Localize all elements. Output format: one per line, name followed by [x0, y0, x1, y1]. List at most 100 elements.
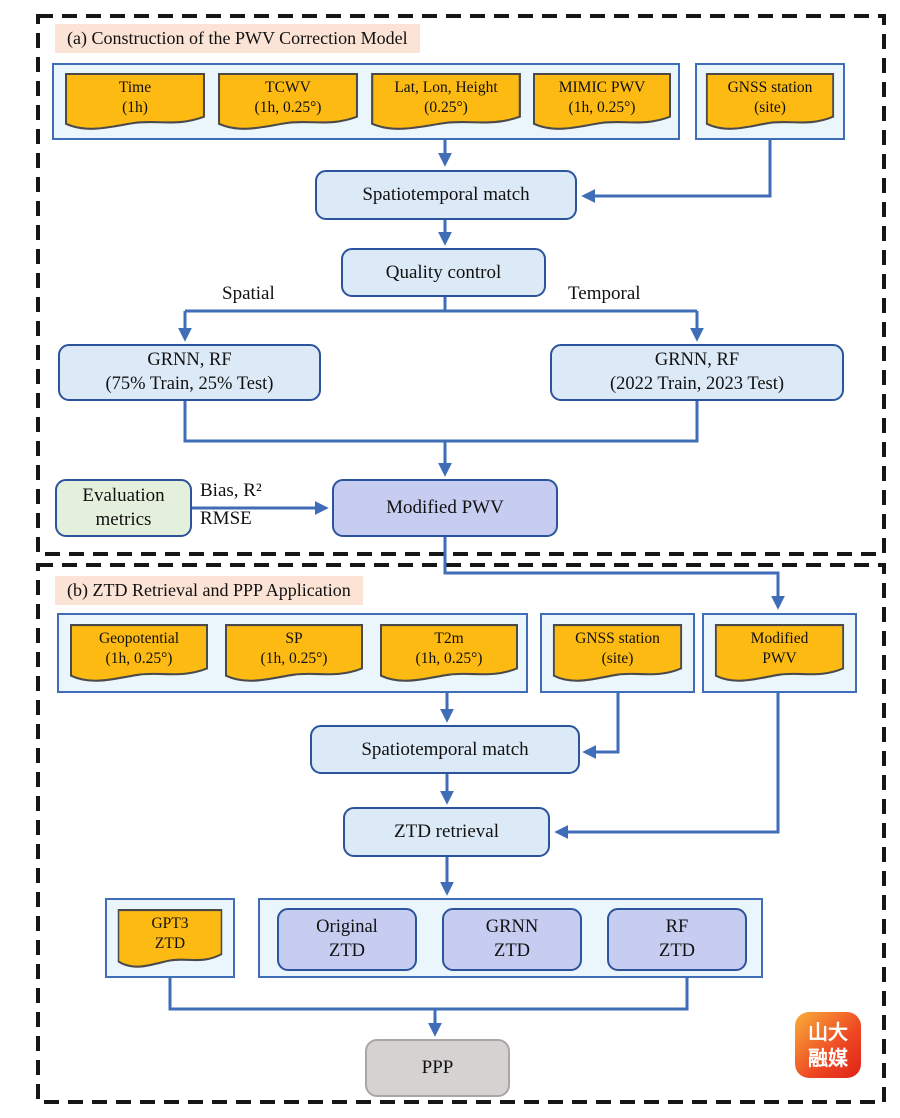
arrow-modified-pwv-to-ztd: [554, 693, 780, 839]
rf-ztd-line2: ZTD: [659, 940, 695, 961]
grnn-ztd-line2: ZTD: [494, 940, 530, 961]
doc-t2m-res: (1h, 0.25°): [415, 650, 483, 668]
doc-sp-name: SP: [285, 630, 303, 647]
doc-mimic-pwv-res: (1h, 0.25°): [568, 99, 636, 117]
doc-time-name: Time: [118, 79, 152, 96]
doc-tcwv-name: TCWV: [265, 79, 311, 96]
doc-latlonheight: Lat, Lon, Height (0.25°): [370, 72, 522, 133]
spatial-branch-label: Spatial: [222, 283, 275, 304]
gnss-container-b: GNSS station (site): [540, 613, 695, 693]
original-ztd-box: Original ZTD: [277, 908, 417, 971]
ztd-retrieval-label: ZTD retrieval: [394, 821, 499, 843]
modified-pwv-box: Modified PWV: [332, 479, 558, 537]
evaluation-metrics-box: Evaluation metrics: [55, 479, 192, 537]
grnn-spatial-box: GRNN, RF (75% Train, 25% Test): [58, 344, 321, 401]
doc-time: Time (1h): [64, 72, 206, 133]
metrics-bias-r2-label: Bias, R²: [200, 480, 262, 501]
inputs-container-a: Time (1h) TCWV (1h, 0.25°) Lat, Lon, Heigh…: [52, 63, 680, 140]
document-shape-icon: [65, 73, 205, 130]
ztd-retrieval-box: ZTD retrieval: [343, 807, 550, 857]
grnn-temporal-line1: GRNN, RF: [654, 350, 740, 371]
spatiotemporal-match-b-label: Spatiotemporal match: [361, 738, 529, 760]
original-ztd-line2: ZTD: [329, 940, 365, 961]
doc-tcwv-res: (1h, 0.25°): [254, 99, 322, 117]
grnn-spatial-line2: (75% Train, 25% Test): [105, 373, 274, 394]
line-results-merge: [168, 978, 689, 1011]
spatiotemporal-match-b-box: Spatiotemporal match: [310, 725, 580, 774]
grnn-spatial-line1: GRNN, RF: [147, 350, 232, 371]
doc-gnss-b-res: (site): [601, 650, 634, 668]
spatiotemporal-match-a-label: Spatiotemporal match: [362, 184, 530, 206]
grnn-ztd-line1: GRNN: [485, 917, 539, 938]
doc-t2m-name: T2m: [434, 630, 464, 647]
document-shape-icon: [225, 624, 363, 682]
doc-modified-pwv-line1: Modified: [750, 630, 809, 647]
doc-geopotential-res: (1h, 0.25°): [105, 650, 173, 668]
doc-latlonheight-res: (0.25°): [424, 99, 468, 117]
gnss-container-a: GNSS station (site): [695, 63, 845, 140]
doc-latlonheight-name: Lat, Lon, Height: [394, 79, 498, 96]
doc-gpt3-ztd: GPT3 ZTD: [117, 908, 223, 971]
doc-mimic-pwv-name: MIMIC PWV: [558, 79, 646, 96]
document-shape-icon: [380, 624, 518, 682]
doc-geopotential-name: Geopotential: [98, 630, 180, 647]
spatiotemporal-match-a-box: Spatiotemporal match: [315, 170, 577, 220]
doc-gnss-a-name: GNSS station: [727, 79, 813, 96]
inputs-container-b: Geopotential (1h, 0.25°) SP (1h, 0.25°) T2…: [57, 613, 528, 693]
section-b-title: (b) ZTD Retrieval and PPP Application: [55, 576, 363, 605]
watermark-logo-line2: 融媒: [808, 1046, 848, 1070]
grnn-temporal-line2: (2022 Train, 2023 Test): [609, 373, 785, 394]
doc-gpt3-line1: GPT3: [151, 915, 189, 932]
doc-geopotential: Geopotential (1h, 0.25°): [69, 623, 209, 685]
section-a-frame: [36, 14, 886, 556]
gpt3-container: GPT3 ZTD: [105, 898, 235, 978]
watermark-logo-line1: 山大: [808, 1020, 848, 1044]
document-shape-icon: [533, 73, 671, 130]
original-ztd-line1: Original: [316, 917, 378, 938]
doc-gpt3-line2: ZTD: [154, 935, 186, 953]
section-a-title: (a) Construction of the PWV Correction M…: [55, 24, 420, 53]
doc-sp-res: (1h, 0.25°): [260, 650, 328, 668]
doc-gnss-a-res: (site): [754, 99, 786, 117]
document-shape-icon: [218, 73, 358, 130]
line-merge: [183, 401, 699, 443]
arrow-gnss-to-match-a: [581, 139, 772, 203]
temporal-branch-label: Temporal: [568, 283, 641, 304]
watermark-logo: 山大 融媒: [795, 1012, 861, 1078]
doc-modified-pwv: Modified PWV: [714, 623, 845, 685]
doc-gnss-b-name: GNSS station: [575, 630, 660, 647]
document-shape-icon: [552, 624, 683, 682]
doc-sp: SP (1h, 0.25°): [224, 623, 364, 685]
ppp-label: PPP: [421, 1057, 454, 1079]
section-b-frame: [36, 563, 886, 1104]
document-shape-icon: [714, 624, 845, 682]
document-shape-icon: [117, 909, 223, 968]
grnn-temporal-box: GRNN, RF (2022 Train, 2023 Test): [550, 344, 844, 401]
grnn-ztd-box: GRNN ZTD: [442, 908, 582, 971]
document-shape-icon: [70, 624, 208, 682]
rf-ztd-box: RF ZTD: [607, 908, 747, 971]
arrow-modified-pwv-to-section-b: [443, 537, 785, 610]
evaluation-line1: Evaluation: [82, 485, 165, 507]
rf-ztd-line1: RF: [665, 917, 689, 938]
doc-gnss-a: GNSS station (site): [705, 72, 835, 133]
doc-t2m: T2m (1h, 0.25°): [379, 623, 519, 685]
doc-mimic-pwv: MIMIC PWV (1h, 0.25°): [532, 72, 672, 133]
quality-control-box: Quality control: [341, 248, 546, 297]
quality-control-label: Quality control: [385, 261, 502, 283]
doc-modified-pwv-line2: PWV: [762, 650, 797, 668]
metrics-rmse-label: RMSE: [200, 508, 252, 529]
modified-pwv-container-b: Modified PWV: [702, 613, 857, 693]
arrow-gnss-to-match-b: [582, 693, 620, 759]
evaluation-line2: metrics: [95, 509, 152, 530]
document-shape-icon: [371, 73, 521, 130]
ztd-results-container: Original ZTD GRNN ZTD RF ZTD: [258, 898, 763, 978]
doc-tcwv: TCWV (1h, 0.25°): [217, 72, 359, 133]
doc-gnss-b: GNSS station (site): [552, 623, 683, 685]
doc-time-res: (1h): [122, 99, 148, 117]
modified-pwv-label: Modified PWV: [386, 497, 504, 519]
document-shape-icon: [705, 73, 835, 130]
ppp-box: PPP: [365, 1039, 510, 1097]
